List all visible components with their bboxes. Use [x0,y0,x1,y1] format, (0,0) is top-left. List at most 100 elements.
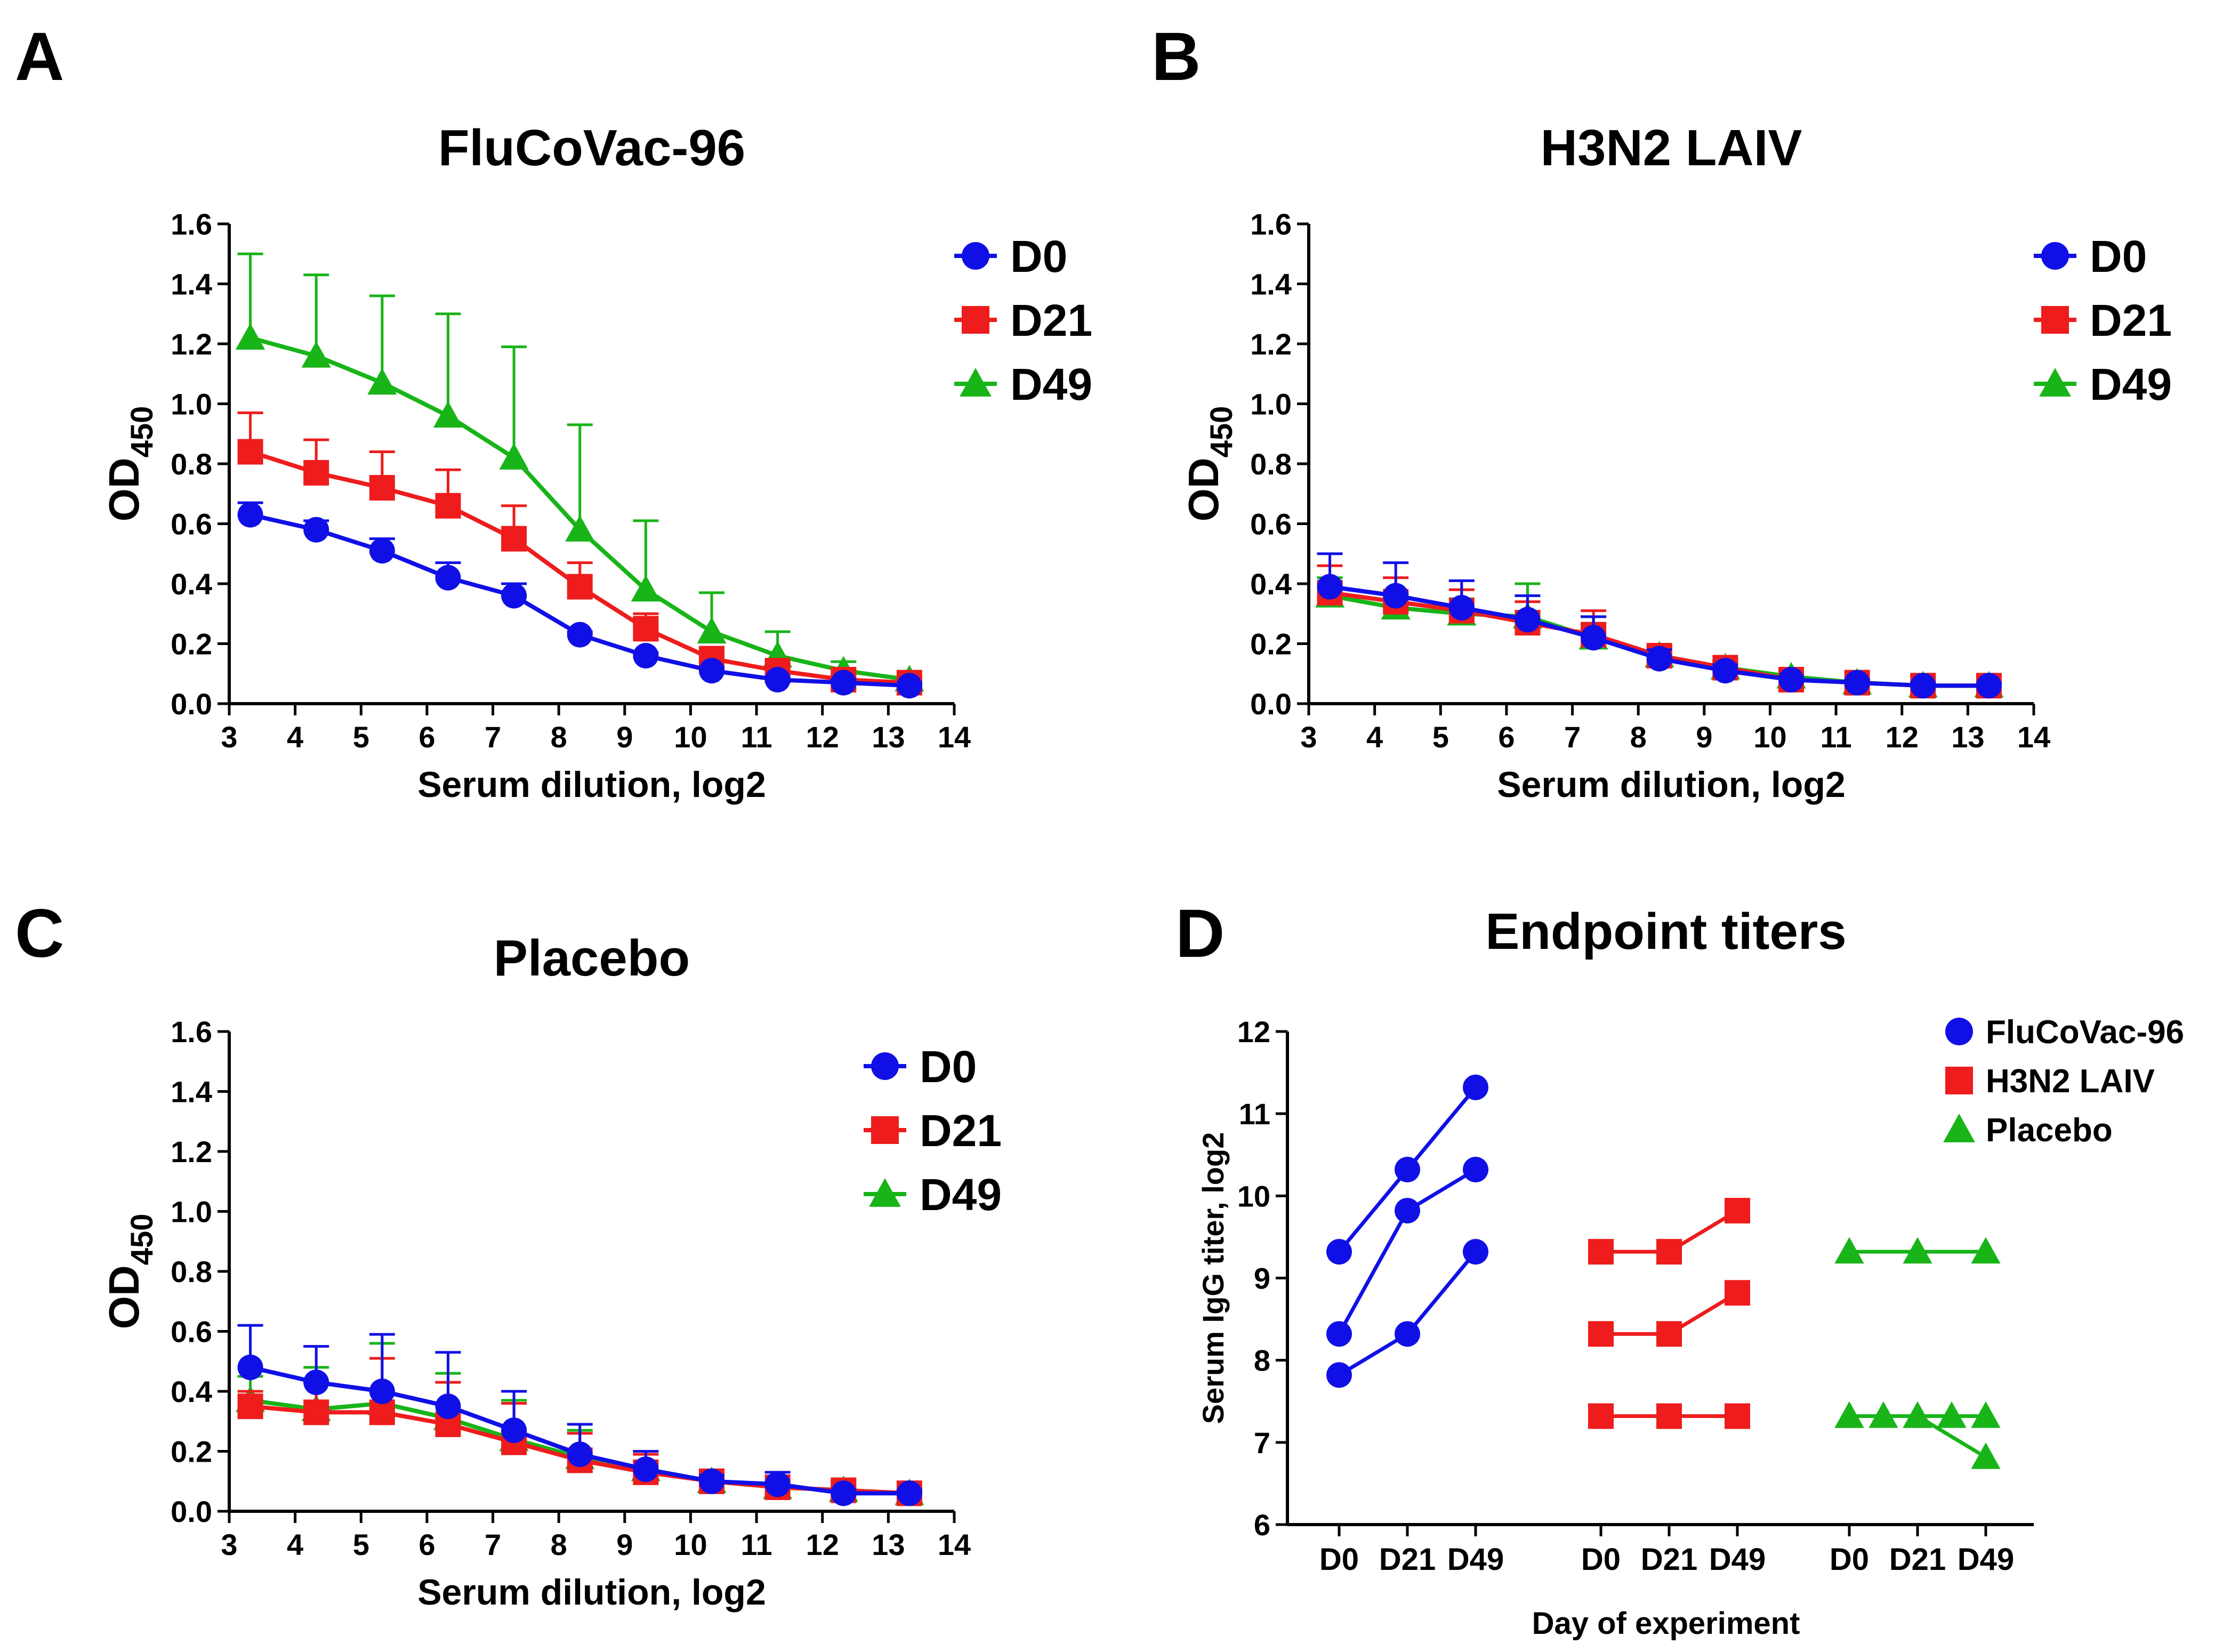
data-point [565,515,595,542]
data-point [369,475,395,501]
data-point [699,658,725,684]
x-tick-label: 14 [938,720,971,754]
chart-title: Placebo [494,930,690,987]
data-point [435,493,461,519]
legend-marker [1943,1114,1975,1142]
data-point [633,616,659,642]
series-line [1329,593,1989,688]
legend-entry: D0 [864,1042,977,1092]
panel-a: A FluCoVac-96 0.0 0.2 0.4 0.6 0.8 1.0 1.2 1.4 1.6 3… [15,19,1092,805]
legend-label: D0 [2090,231,2147,281]
data-point [1937,1401,1967,1428]
legend-marker [871,1116,899,1144]
x-tick-label: 12 [1886,720,1919,754]
data-point [1868,1401,1898,1428]
data-point [303,460,329,486]
x-tick-label: D0 [1830,1542,1869,1577]
data-point [301,341,331,368]
legend-marker [1945,1018,1973,1045]
y-tick-label: 0.4 [171,1375,212,1408]
x-tick-label: 3 [221,720,237,754]
legend-entry: D49 [2034,359,2172,409]
y-axis-label-subscript: 450 [1204,406,1239,458]
data-point [1725,1198,1750,1224]
x-tick-label: 5 [353,1528,369,1561]
panel-d: D Endpoint titers 6 7 8 9 10 11 12 D0 D21 D49 D0 D21 D… [1175,896,2184,1641]
data-point [1712,658,1738,684]
data-point [1903,1237,1932,1264]
data-point [1844,670,1870,696]
series-d0 [237,501,922,699]
series-d49 [1315,576,2004,698]
data-point [1581,625,1607,651]
legend-label: H3N2 LAIV [1986,1063,2155,1100]
y-tick-label: 1.6 [171,207,212,241]
data-point [303,1399,329,1425]
y-tick-label: 1.4 [171,268,212,301]
y-tick-label: 1.4 [1250,268,1292,301]
x-axis-label: Serum dilution, log2 [1497,764,1846,805]
y-tick-label: 0.2 [171,627,212,661]
y-axis-label: Serum IgG titer, log2 [1196,1132,1230,1424]
x-tick-label: 11 [740,1528,772,1561]
legend-entry: D21 [2034,295,2172,345]
legend-marker [2041,306,2069,334]
y-tick-label: 6 [1254,1508,1270,1542]
panel-c: C Placebo 0.0 0.2 0.4 0.6 0.8 1.0 1.2 1.4 1.6 3 4 5 6 7… [15,896,1002,1613]
x-tick-label: D21 [1379,1542,1436,1577]
x-tick-label: D21 [1889,1542,1946,1577]
y-tick-label: 0.6 [171,507,212,541]
y-axis-label: OD450 [1180,406,1239,522]
series-d0 [237,1324,922,1506]
y-tick-label: 1.0 [1250,388,1292,421]
data-point [501,526,527,552]
x-tick-label: D0 [1319,1542,1359,1577]
y-tick-label: 0.6 [1250,507,1292,541]
x-tick-label: D49 [1958,1542,2014,1577]
legend-marker [869,1178,901,1207]
x-tick-label: 4 [1366,720,1383,754]
y-tick-label: 1.4 [171,1075,212,1109]
y-tick-label: 0.2 [171,1435,212,1469]
legend-label: D21 [920,1106,1002,1156]
legend-marker [2041,242,2069,270]
data-point [1588,1239,1614,1265]
data-point [499,443,529,470]
legend-entry: D0 [2034,231,2147,281]
x-tick-label: D49 [1447,1542,1504,1577]
data-point [367,368,397,395]
data-point [1971,1401,2001,1428]
y-tick-label: 0.4 [171,567,212,601]
legend-label: FluCoVac-96 [1986,1014,2184,1051]
x-tick-label: 4 [287,720,303,754]
x-tick-label: 11 [740,720,772,754]
x-tick-label: 9 [616,720,633,754]
y-tick-label: 1.0 [171,1195,212,1229]
data-point [896,673,922,699]
y-axis-label-subscript: 450 [125,1214,159,1266]
group-1 [1588,1198,1750,1429]
y-tick-label: 1.2 [1250,327,1292,361]
data-point [1971,1442,2001,1469]
y-tick-label: 0.0 [171,1495,212,1528]
x-tick-label: 11 [1820,720,1851,754]
legend-entry: D21 [954,295,1092,345]
data-point [1463,1157,1488,1182]
x-axis-label: Serum dilution, log2 [417,1572,766,1613]
x-tick-label: 3 [221,1528,237,1561]
y-tick-label: 1.2 [171,1135,212,1169]
x-axis-label: Serum dilution, log2 [417,764,766,805]
legend-label: D49 [1010,359,1092,409]
y-tick-label: 9 [1254,1262,1270,1295]
legend-marker [1945,1067,1973,1094]
x-tick-label: 10 [674,720,707,754]
panel-letter: A [15,19,64,95]
x-tick-label: 6 [418,1528,435,1561]
data-point [1656,1239,1682,1265]
x-tick-label: 10 [674,1528,707,1561]
y-tick-label: 1.2 [171,327,212,361]
data-point [1588,1321,1614,1347]
legend-entry: Placebo [1943,1112,2113,1149]
data-point [1395,1321,1420,1347]
series-line [1330,590,1989,688]
